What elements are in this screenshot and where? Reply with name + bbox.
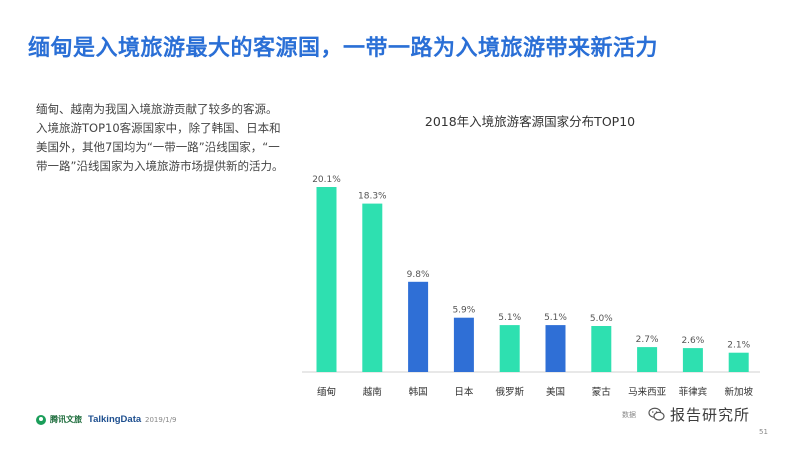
- category-label-3: 韩国: [409, 386, 428, 398]
- wechat-icon: [648, 407, 665, 421]
- slide-title: 缅甸是入境旅游最大的客源国，一带一路为入境旅游带来新活力: [28, 36, 659, 61]
- bar-5: [499, 325, 520, 372]
- bar-10: [728, 352, 749, 372]
- body-text: 缅甸、越南为我国入境旅游贡献了较多的客源。入境旅游TOP10客源国家中，除了韩国…: [36, 102, 284, 173]
- page-number: 51: [759, 428, 768, 436]
- category-label-5: 俄罗斯: [495, 386, 524, 398]
- bar-9: [682, 348, 703, 372]
- talkingdata-logo: TalkingData: [88, 414, 142, 425]
- watermark-text: 报告研究所: [670, 406, 751, 424]
- bar-8: [637, 347, 658, 372]
- category-label-6: 美国: [546, 386, 565, 398]
- category-label-7: 蒙古: [592, 386, 612, 398]
- source-note: 数据: [622, 411, 636, 419]
- value-label-3: 9.8%: [407, 270, 430, 280]
- bar-7: [591, 326, 612, 372]
- category-label-1: 缅甸: [317, 386, 336, 398]
- wechat-watermark: 报告研究所: [648, 404, 750, 425]
- logo1-text: 腾讯文旅: [50, 415, 82, 424]
- value-label-1: 20.1%: [312, 175, 341, 185]
- category-label-2: 越南: [363, 386, 382, 398]
- value-label-4: 5.9%: [452, 306, 475, 316]
- value-label-7: 5.0%: [590, 314, 613, 324]
- value-label-5: 5.1%: [498, 313, 521, 323]
- logo-mark-icon: [36, 414, 46, 425]
- chart-title: 2018年入境旅游客源国家分布TOP10: [424, 114, 636, 129]
- value-label-6: 5.1%: [544, 313, 567, 323]
- category-label-10: 新加坡: [724, 386, 753, 398]
- value-label-10: 2.1%: [727, 341, 750, 351]
- bar-3: [408, 281, 429, 372]
- bar-4: [453, 317, 474, 372]
- category-label-8: 马来西亚: [628, 387, 667, 398]
- tencent-culture-travel-logo: 腾讯文旅: [36, 414, 82, 425]
- value-label-9: 2.6%: [681, 336, 704, 346]
- category-label-4: 日本: [454, 386, 474, 398]
- bar-6: [545, 325, 566, 372]
- value-label-2: 18.3%: [358, 192, 387, 202]
- bar-1: [316, 187, 337, 372]
- bar-2: [362, 203, 383, 372]
- value-label-8: 2.7%: [636, 335, 659, 345]
- category-label-9: 菲律宾: [679, 386, 708, 398]
- footer-date: 2019/1/9: [145, 416, 177, 424]
